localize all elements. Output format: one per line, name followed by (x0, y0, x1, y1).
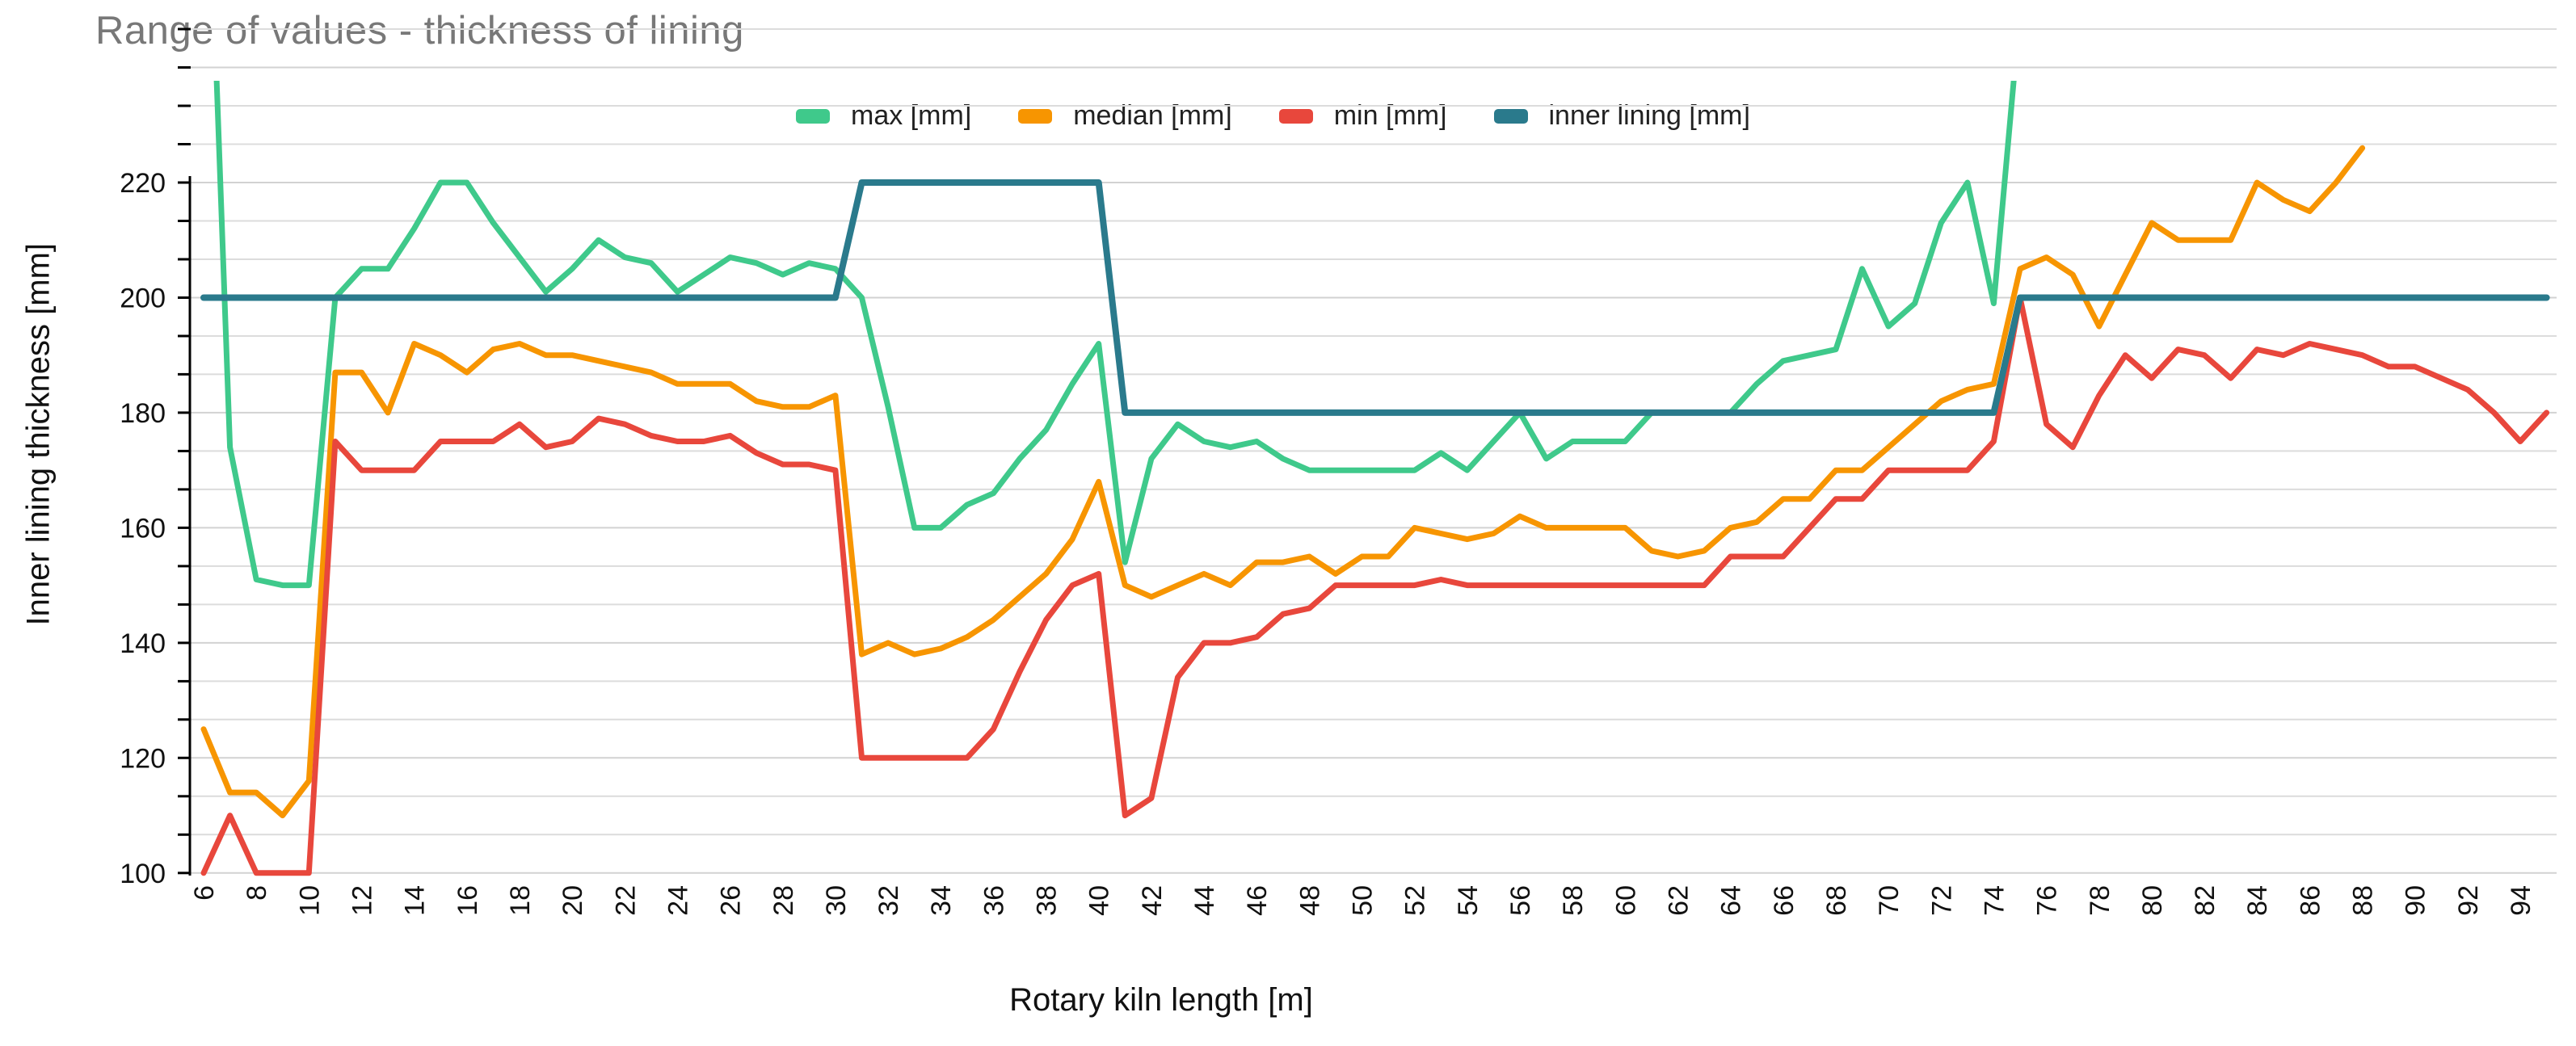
y-tick-label: 180 (120, 398, 166, 429)
x-tick-label: 88 (2348, 885, 2379, 916)
x-tick-label: 42 (1137, 885, 1168, 916)
x-tick-label: 64 (1716, 885, 1747, 916)
x-tick-label: 8 (242, 885, 272, 901)
x-tick-label: 10 (294, 885, 325, 916)
series-line-median-mm (200, 145, 2366, 819)
x-tick-label: 28 (768, 885, 799, 916)
x-tick-label: 32 (873, 885, 904, 916)
x-tick-label: 40 (1084, 885, 1115, 916)
x-tick-label: 54 (1453, 885, 1484, 916)
x-tick-label: 84 (2242, 885, 2273, 916)
x-tick-label: 94 (2506, 885, 2536, 916)
x-tick-label: 18 (505, 885, 536, 916)
x-axis-title: Rotary kiln length [m] (1009, 982, 1313, 1018)
legend-swatch-icon (796, 108, 830, 124)
x-tick-label: 58 (1558, 885, 1589, 916)
x-tick-label: 70 (1874, 885, 1905, 916)
x-tick-label: 22 (610, 885, 641, 916)
x-tick-label: 34 (926, 885, 957, 916)
x-tick-label: 12 (347, 885, 378, 916)
y-tick-label: 100 (120, 859, 166, 889)
series-line-min-mm (200, 295, 2550, 876)
legend-swatch-icon (1018, 108, 1053, 124)
x-tick-label: 20 (558, 885, 588, 916)
y-tick-label: 220 (120, 168, 166, 199)
gridlines (191, 28, 2557, 874)
x-tick-label: 48 (1294, 885, 1325, 916)
x-tick-label: 68 (1821, 885, 1852, 916)
y-axis (178, 27, 192, 876)
x-tick-label: 6 (189, 885, 220, 901)
x-tick-label: 36 (979, 885, 1009, 916)
x-tick-label: 16 (452, 885, 483, 916)
x-tick-label: 92 (2453, 885, 2484, 916)
y-tick-label: 140 (120, 628, 166, 659)
x-tick-label: 82 (2190, 885, 2220, 916)
x-tick-label: 90 (2401, 885, 2431, 916)
y-tick-label: 120 (120, 743, 166, 774)
chart-title: Range of values - thickness of lining (95, 9, 744, 53)
y-tick-label: 200 (120, 284, 166, 314)
series-lines (200, 81, 2550, 876)
x-tick-label: 72 (1926, 885, 1957, 916)
x-tick-label: 26 (716, 885, 747, 916)
x-tick-label: 52 (1400, 885, 1431, 916)
legend: max [mm] median [mm] min [mm] inner lining … (796, 100, 1750, 132)
x-tick-label: 50 (1348, 885, 1378, 916)
x-tick-label: 46 (1242, 885, 1273, 916)
x-tick-label: 80 (2137, 885, 2168, 916)
x-tick-label: 14 (400, 885, 431, 916)
series-line-inner-lining-mm (200, 179, 2550, 416)
x-tick-label: 74 (1979, 885, 2010, 916)
legend-swatch-icon (1493, 108, 1528, 124)
x-tick-label: 30 (821, 885, 852, 916)
x-tick-label: 38 (1032, 885, 1063, 916)
x-tick-label: 86 (2295, 885, 2326, 916)
x-tick-label: 24 (663, 885, 693, 916)
x-tick-label: 78 (2085, 885, 2115, 916)
y-tick-label: 160 (120, 513, 166, 544)
x-tick-label: 56 (1505, 885, 1536, 916)
x-tick-label: 44 (1189, 885, 1220, 916)
x-tick-label: 60 (1610, 885, 1641, 916)
legend-swatch-icon (1278, 108, 1313, 124)
x-tick-label: 76 (2032, 885, 2063, 916)
x-tick-label: 66 (1769, 885, 1799, 916)
x-tick-label: 62 (1664, 885, 1694, 916)
